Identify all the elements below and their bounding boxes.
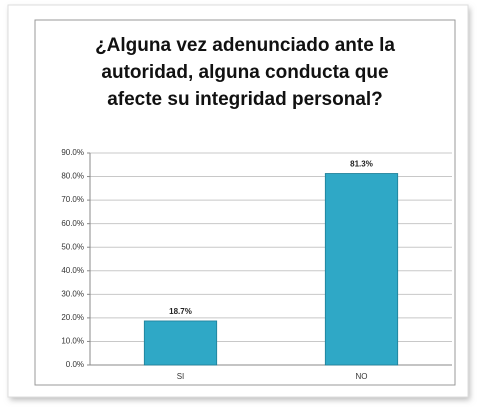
y-tick-label: 0.0% <box>66 360 84 369</box>
y-tick-label: 10.0% <box>61 337 84 346</box>
y-tick-label: 40.0% <box>61 266 84 275</box>
chart-title: ¿Alguna vez adenunciado ante la <box>95 35 395 56</box>
value-label: 18.7% <box>169 307 192 316</box>
x-tick-label: NO <box>356 372 368 381</box>
bar <box>143 320 218 366</box>
y-tick-label: 70.0% <box>61 195 84 204</box>
y-tick-label: 30.0% <box>61 289 84 298</box>
bar <box>324 173 399 366</box>
chart-title: afecte su integridad personal? <box>107 89 383 110</box>
y-tick-label: 80.0% <box>61 172 84 181</box>
value-label: 81.3% <box>350 160 373 169</box>
y-tick-label: 90.0% <box>61 148 84 157</box>
chart-title: autoridad, alguna conducta que <box>101 62 388 83</box>
y-tick-label: 60.0% <box>61 219 84 228</box>
y-tick-label: 50.0% <box>61 242 84 251</box>
x-tick-label: SI <box>177 372 185 381</box>
y-tick-label: 20.0% <box>61 313 84 322</box>
